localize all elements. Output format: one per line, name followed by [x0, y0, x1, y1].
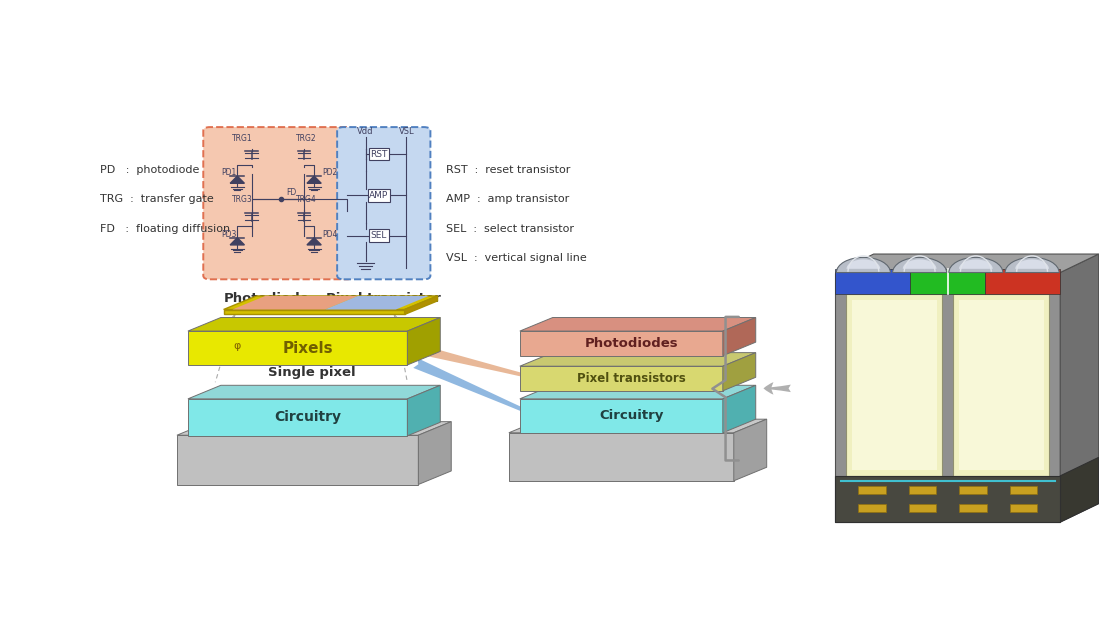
Polygon shape	[188, 331, 407, 365]
Polygon shape	[723, 318, 756, 356]
Polygon shape	[188, 318, 440, 331]
Text: PD   :  photodiode: PD : photodiode	[100, 165, 199, 175]
Polygon shape	[909, 504, 936, 513]
Polygon shape	[520, 399, 723, 433]
Text: FD: FD	[287, 189, 297, 197]
Text: TRG4: TRG4	[296, 195, 317, 204]
Polygon shape	[851, 300, 937, 470]
Polygon shape	[232, 296, 358, 310]
Polygon shape	[1060, 457, 1099, 522]
Text: Pixels: Pixels	[283, 340, 333, 355]
Polygon shape	[835, 476, 1060, 522]
Text: PD1: PD1	[221, 168, 236, 177]
Polygon shape	[509, 419, 767, 433]
Polygon shape	[177, 435, 418, 485]
Polygon shape	[223, 296, 438, 310]
Text: AMP  :  amp transistor: AMP : amp transistor	[446, 194, 569, 204]
Text: VSL: VSL	[398, 128, 414, 137]
Polygon shape	[407, 318, 440, 365]
Text: FD   :  floating diffusion: FD : floating diffusion	[100, 224, 230, 234]
Polygon shape	[959, 504, 987, 513]
Text: RST  :  reset transistor: RST : reset transistor	[446, 165, 570, 175]
Polygon shape	[723, 353, 756, 391]
Text: TRG  :  transfer gate: TRG : transfer gate	[100, 194, 213, 204]
Polygon shape	[188, 385, 440, 399]
Wedge shape	[959, 259, 992, 269]
Polygon shape	[835, 272, 1060, 522]
Polygon shape	[230, 176, 244, 183]
Text: Photodiode: Photodiode	[224, 292, 310, 305]
Wedge shape	[847, 259, 880, 269]
Polygon shape	[520, 366, 723, 391]
Text: φ: φ	[233, 340, 241, 350]
Text: Single pixel: Single pixel	[268, 366, 355, 379]
Wedge shape	[892, 258, 947, 272]
Text: Vdd: Vdd	[358, 128, 374, 137]
Polygon shape	[230, 238, 244, 245]
Text: Circuitry: Circuitry	[600, 409, 663, 422]
Wedge shape	[1005, 258, 1059, 272]
Polygon shape	[307, 238, 321, 245]
Polygon shape	[723, 385, 756, 433]
Text: PD3: PD3	[221, 230, 236, 239]
Text: TRG2: TRG2	[296, 134, 317, 142]
Polygon shape	[520, 353, 756, 366]
Polygon shape	[959, 485, 987, 494]
Polygon shape	[405, 296, 438, 314]
Text: SEL  :  select transistor: SEL : select transistor	[446, 224, 574, 234]
Text: TRG3: TRG3	[232, 195, 253, 204]
Polygon shape	[407, 385, 440, 436]
Text: TRG1: TRG1	[232, 134, 253, 142]
Polygon shape	[307, 176, 321, 183]
Text: AMP: AMP	[370, 191, 388, 200]
Polygon shape	[418, 422, 451, 485]
Text: Pixel transistor: Pixel transistor	[326, 292, 441, 305]
Text: PD2: PD2	[322, 168, 337, 177]
Polygon shape	[177, 422, 451, 435]
Text: RST: RST	[370, 150, 387, 158]
Polygon shape	[986, 269, 1060, 294]
FancyBboxPatch shape	[337, 127, 430, 279]
Polygon shape	[858, 485, 886, 494]
FancyBboxPatch shape	[204, 127, 353, 279]
Polygon shape	[188, 399, 407, 436]
Wedge shape	[1015, 259, 1049, 269]
Wedge shape	[836, 258, 890, 272]
Polygon shape	[835, 269, 911, 294]
Polygon shape	[223, 310, 405, 314]
Polygon shape	[954, 294, 1049, 476]
Text: VSL  :  vertical signal line: VSL : vertical signal line	[446, 253, 586, 264]
Polygon shape	[509, 433, 734, 481]
Wedge shape	[949, 258, 1003, 272]
Wedge shape	[903, 259, 936, 269]
Text: SEL: SEL	[371, 231, 387, 240]
Polygon shape	[520, 318, 756, 331]
Polygon shape	[1010, 504, 1037, 513]
Polygon shape	[520, 331, 723, 356]
Polygon shape	[734, 419, 767, 481]
Polygon shape	[909, 485, 936, 494]
Polygon shape	[1010, 485, 1037, 494]
Polygon shape	[520, 385, 756, 399]
Polygon shape	[911, 269, 986, 294]
Polygon shape	[846, 294, 943, 476]
Polygon shape	[324, 296, 429, 310]
Polygon shape	[959, 300, 1044, 470]
Text: Photodiodes: Photodiodes	[584, 337, 678, 350]
Text: Pixel transistors: Pixel transistors	[576, 372, 685, 385]
Text: PD4: PD4	[322, 230, 337, 239]
Text: Circuitry: Circuitry	[274, 410, 341, 425]
Polygon shape	[1060, 254, 1099, 522]
Polygon shape	[835, 254, 1099, 272]
Polygon shape	[858, 504, 886, 513]
